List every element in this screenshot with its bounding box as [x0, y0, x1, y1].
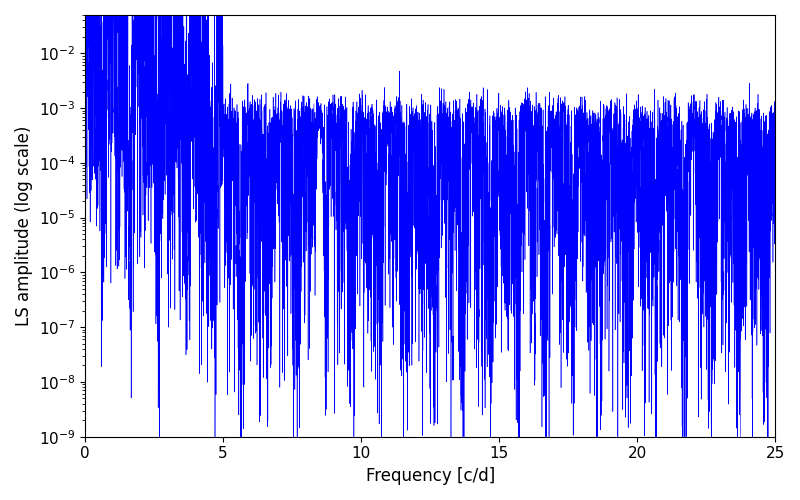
X-axis label: Frequency [c/d]: Frequency [c/d] — [366, 467, 494, 485]
Y-axis label: LS amplitude (log scale): LS amplitude (log scale) — [15, 126, 33, 326]
